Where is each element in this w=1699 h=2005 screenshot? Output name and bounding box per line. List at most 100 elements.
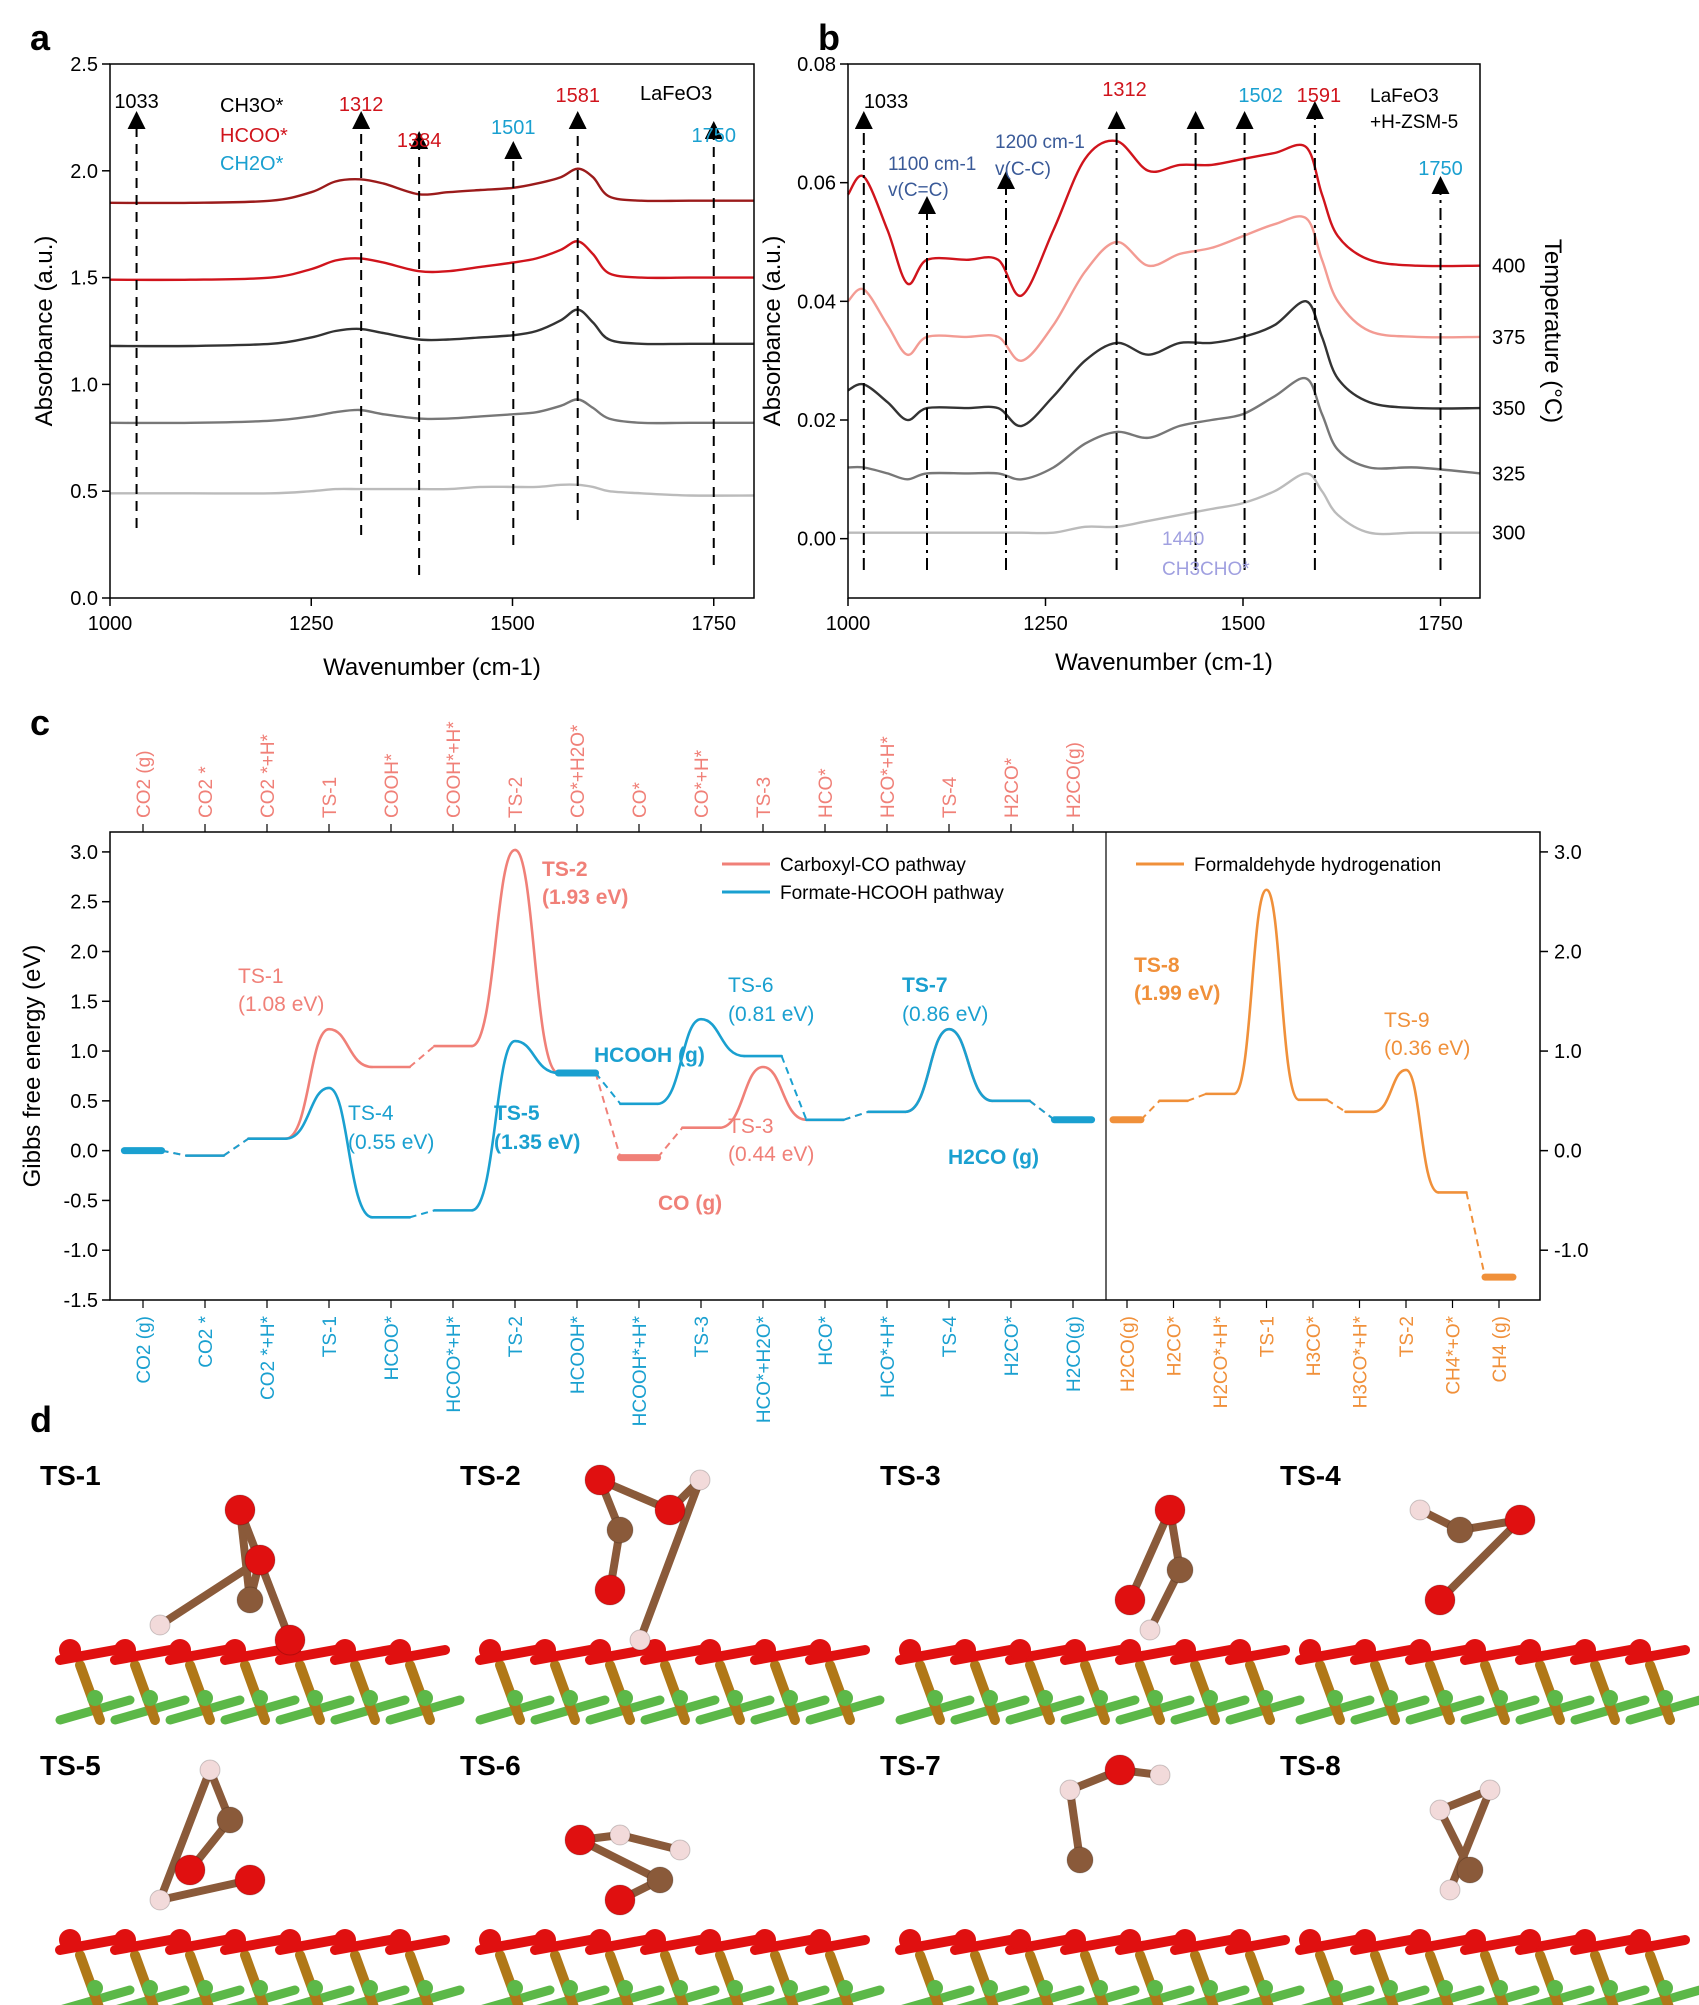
atom-la xyxy=(417,1690,433,1706)
c-barrier xyxy=(719,1065,807,1130)
c-top-label: TS-4 xyxy=(940,776,961,818)
c-y2tick-label: 1.0 xyxy=(1554,1041,1582,1063)
atom-o xyxy=(809,1639,831,1661)
atom-la xyxy=(982,1690,998,1706)
panel-b-y2label: Temperature (°C) xyxy=(1539,239,1566,423)
b-xtick-label: 1000 xyxy=(826,613,871,635)
b-temp-label: 325 xyxy=(1492,463,1525,485)
ann-ts8-a: TS-8 xyxy=(1134,954,1180,977)
b-temp-label: 350 xyxy=(1492,398,1525,420)
panel-b-curves xyxy=(846,139,1481,536)
c-ytick-label: 0.5 xyxy=(70,1091,98,1113)
c-top-label: CO2 *+H* xyxy=(258,733,279,818)
atom-la xyxy=(307,1980,323,1996)
atom-o xyxy=(1064,1929,1086,1951)
c-bottom-label-right: TS-1 xyxy=(1258,1316,1279,1357)
c-top-label: HCO* xyxy=(816,768,837,818)
panel-d-structures: TS-1 TS-2 TS-3 TS-4 TS-5 TS-6 TS-7 TS-8 xyxy=(40,1460,1699,2005)
panel-a-peak-arrows: 1033 1312 1384 1501 1581 1750 xyxy=(114,85,736,575)
atom-o xyxy=(589,1639,611,1661)
atom-o xyxy=(1464,1929,1486,1951)
panel-b-ylabel: Absorbance (a.u.) xyxy=(759,236,786,427)
a-ytick-label: 0.0 xyxy=(70,588,98,610)
ts-structure: TS-2 xyxy=(460,1460,885,1725)
atom-la xyxy=(362,1980,378,1996)
formate-hcooh-path xyxy=(120,1017,1096,1219)
bond xyxy=(1437,1517,1523,1603)
ts-structure: TS-7 xyxy=(880,1750,1305,2005)
atom-la xyxy=(252,1980,268,1996)
atom-o xyxy=(244,1544,276,1576)
atom-la xyxy=(1547,1690,1563,1706)
ts-structure: TS-1 xyxy=(40,1460,465,1725)
atom-la xyxy=(1492,1690,1508,1706)
a-xtick-label: 1250 xyxy=(289,613,334,635)
panel-a-axes: 1000 1250 1500 1750 0.0 0.5 1.0 1.5 2.0 2.5 xyxy=(70,54,736,635)
atom-o xyxy=(59,1929,81,1951)
atom-o xyxy=(1629,1929,1651,1951)
atom-o xyxy=(1504,1504,1536,1536)
atom-la xyxy=(1257,1980,1273,1996)
c-top-label: HCO*+H* xyxy=(878,736,899,818)
ts-structure: TS-5 xyxy=(40,1750,465,2005)
b-ytick-label: 0.02 xyxy=(797,410,836,432)
panel-c-axes: -1.5 -1.0 -0.5 0.0 0.5 1.0 1.5 2.0 2.5 3.0 -1.0 0.0… xyxy=(64,842,1589,1312)
atom-la xyxy=(562,1690,578,1706)
c-top-label: H2CO* xyxy=(1002,757,1023,818)
b-spectrum xyxy=(847,215,1481,362)
atom-la xyxy=(1437,1980,1453,1996)
ts-structure-label: TS-4 xyxy=(1280,1460,1341,1491)
atom-o xyxy=(1299,1929,1321,1951)
ann-ts5-b: (1.35 eV) xyxy=(494,1131,580,1154)
a-peak-label: 1581 xyxy=(555,85,600,107)
c-bottom-label: CO2 * xyxy=(196,1315,217,1367)
panel-b-xlabel: Wavenumber (cm-1) xyxy=(1055,649,1273,676)
atom-la xyxy=(507,1690,523,1706)
atom-o xyxy=(1354,1929,1376,1951)
atom-h xyxy=(669,1839,691,1861)
atom-o xyxy=(274,1624,306,1656)
a-spectrum xyxy=(109,308,754,348)
b-xtick-label: 1500 xyxy=(1221,613,1266,635)
ts-structure-label: TS-6 xyxy=(460,1750,521,1781)
atom-o xyxy=(59,1639,81,1661)
bond xyxy=(619,1831,681,1854)
a-spectrum xyxy=(109,483,755,497)
ts-structure: TS-3 xyxy=(880,1460,1305,1725)
atom-o xyxy=(644,1929,666,1951)
c-connector xyxy=(1187,1092,1207,1102)
c-top-label: H2CO(g) xyxy=(1064,742,1085,818)
panel-b-frame xyxy=(847,63,1481,599)
c-top-label: CO2 (g) xyxy=(134,750,155,818)
ann-ts5-a: TS-5 xyxy=(494,1102,540,1125)
atom-h xyxy=(1139,1619,1161,1641)
legend-ch3o: CH3O* xyxy=(220,95,284,117)
note-1440-a: 1440 xyxy=(1162,529,1204,550)
panel-a-curves xyxy=(109,167,755,497)
c-bottom-label-right: H3CO* xyxy=(1304,1315,1325,1376)
a-peak-label: 1312 xyxy=(339,94,384,116)
a-xtick-label: 1000 xyxy=(88,613,133,635)
atom-la xyxy=(417,1980,433,1996)
atom-o xyxy=(1229,1929,1251,1951)
b-ytick-label: 0.00 xyxy=(797,529,836,551)
c-bottom-label-right: CH4 (g) xyxy=(1490,1316,1511,1383)
panel-b-letter: b xyxy=(818,17,840,58)
atom-o xyxy=(1409,1929,1431,1951)
c-top-label: CO*+H* xyxy=(692,749,713,818)
a-peak-label: 1501 xyxy=(491,117,536,139)
a-spectrum xyxy=(109,167,754,205)
c-ytick-label: -1.0 xyxy=(64,1240,98,1262)
atom-o xyxy=(1119,1929,1141,1951)
atom-o xyxy=(899,1929,921,1951)
panel-b-sample-2: +H-ZSM-5 xyxy=(1370,112,1458,133)
c-connector xyxy=(1140,1100,1161,1121)
atom-la xyxy=(617,1980,633,1996)
atom-la xyxy=(672,1980,688,1996)
c-bottom-label: TS-4 xyxy=(940,1316,961,1358)
c-ytick-label: 0.0 xyxy=(70,1141,98,1163)
atom-la xyxy=(1257,1690,1273,1706)
ts-structure-label: TS-8 xyxy=(1280,1750,1341,1781)
c-bottom-label: HCOO*+H* xyxy=(444,1315,465,1412)
atom-o xyxy=(754,1929,776,1951)
